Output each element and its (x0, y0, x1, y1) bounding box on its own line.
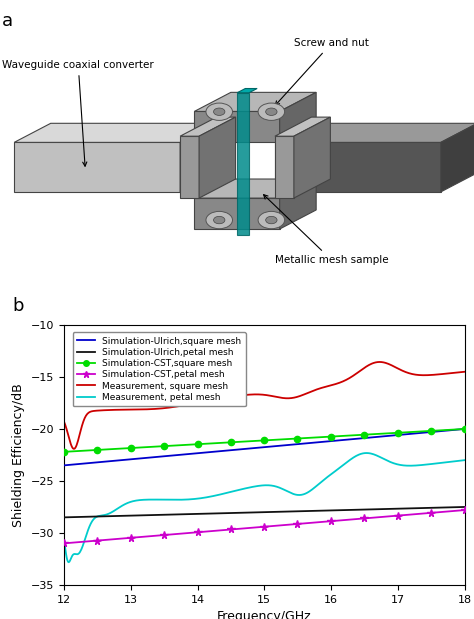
Polygon shape (294, 117, 330, 198)
Polygon shape (194, 179, 316, 198)
Text: b: b (12, 297, 23, 314)
Polygon shape (275, 117, 330, 136)
Polygon shape (14, 123, 217, 142)
Polygon shape (180, 117, 236, 136)
Circle shape (265, 216, 277, 223)
Text: Screw and nut: Screw and nut (275, 38, 369, 105)
Polygon shape (280, 92, 316, 142)
Polygon shape (180, 136, 199, 198)
Polygon shape (194, 111, 280, 142)
Circle shape (265, 108, 277, 115)
Polygon shape (275, 136, 294, 198)
Circle shape (258, 211, 284, 228)
Text: Metallic mesh sample: Metallic mesh sample (264, 194, 389, 265)
Polygon shape (194, 198, 280, 229)
Polygon shape (237, 89, 257, 93)
Polygon shape (237, 93, 249, 235)
Text: a: a (2, 12, 13, 30)
X-axis label: Frequency/GHz: Frequency/GHz (217, 610, 311, 619)
Polygon shape (275, 142, 441, 192)
Polygon shape (275, 123, 474, 142)
Circle shape (258, 103, 284, 120)
Circle shape (213, 216, 225, 223)
Polygon shape (280, 179, 316, 229)
Circle shape (206, 103, 232, 120)
Text: Waveguide coaxial converter: Waveguide coaxial converter (2, 60, 154, 167)
Circle shape (206, 211, 232, 228)
Legend: Simulation-Ulrich,square mesh, Simulation-Ulrich,petal mesh, Simulation-CST,squa: Simulation-Ulrich,square mesh, Simulatio… (73, 332, 246, 407)
Polygon shape (194, 92, 316, 111)
Polygon shape (180, 123, 217, 192)
Circle shape (213, 108, 225, 115)
Polygon shape (199, 117, 236, 198)
Y-axis label: Shielding Efficiency/dB: Shielding Efficiency/dB (12, 383, 25, 527)
Polygon shape (441, 123, 474, 192)
Polygon shape (14, 142, 180, 192)
